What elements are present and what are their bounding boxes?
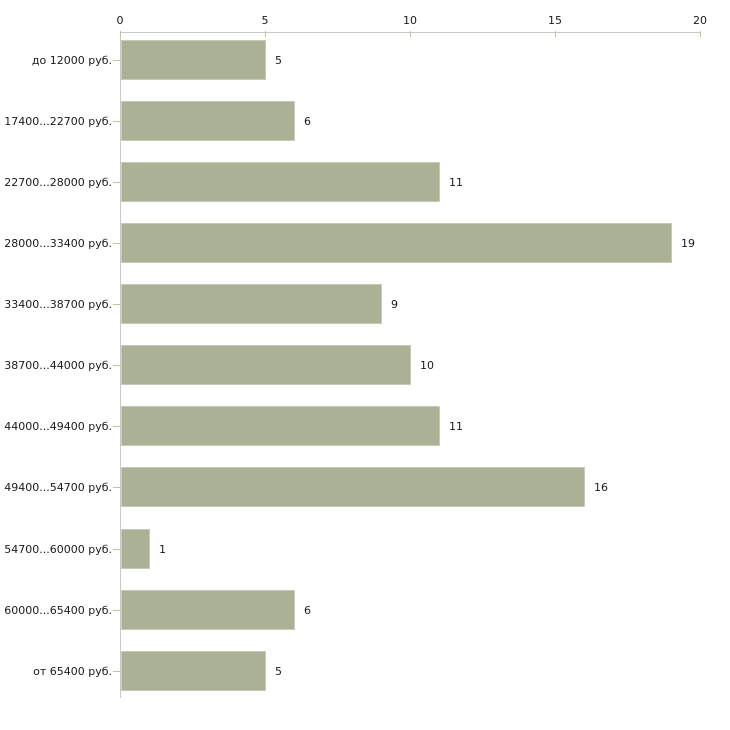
category-label: от 65400 руб. bbox=[33, 665, 112, 678]
category-tick-mark bbox=[113, 610, 120, 611]
value-label: 9 bbox=[391, 298, 398, 311]
bar bbox=[121, 162, 440, 202]
category-tick-mark bbox=[113, 60, 120, 61]
x-axis-tick-label: 20 bbox=[693, 14, 707, 27]
x-axis-tick-mark bbox=[555, 31, 556, 37]
category-tick-mark bbox=[113, 182, 120, 183]
x-axis-tick-label: 10 bbox=[403, 14, 417, 27]
value-label: 11 bbox=[449, 420, 463, 433]
category-label: 38700...44000 руб. bbox=[4, 359, 112, 372]
x-axis-tick-mark bbox=[265, 31, 266, 37]
x-axis-tick-label: 15 bbox=[548, 14, 562, 27]
category-tick-mark bbox=[113, 487, 120, 488]
value-label: 5 bbox=[275, 54, 282, 67]
bar bbox=[121, 406, 440, 446]
bar bbox=[121, 40, 266, 80]
bar bbox=[121, 101, 295, 141]
category-tick-mark bbox=[113, 304, 120, 305]
value-label: 16 bbox=[594, 481, 608, 494]
category-label: 44000...49400 руб. bbox=[4, 420, 112, 433]
value-label: 6 bbox=[304, 604, 311, 617]
y-axis-line bbox=[120, 32, 121, 698]
bar bbox=[121, 529, 150, 569]
x-axis-tick-mark bbox=[410, 31, 411, 37]
bar bbox=[121, 590, 295, 630]
bar bbox=[121, 345, 411, 385]
category-label: 17400...22700 руб. bbox=[4, 115, 112, 128]
category-label: 49400...54700 руб. bbox=[4, 481, 112, 494]
value-label: 5 bbox=[275, 665, 282, 678]
bar bbox=[121, 284, 382, 324]
category-tick-mark bbox=[113, 365, 120, 366]
x-axis-tick-mark bbox=[120, 31, 121, 37]
value-label: 11 bbox=[449, 176, 463, 189]
category-tick-mark bbox=[113, 549, 120, 550]
bar bbox=[121, 223, 672, 263]
category-label: до 12000 руб. bbox=[31, 54, 112, 67]
x-axis-tick-label: 0 bbox=[116, 14, 124, 27]
value-label: 10 bbox=[420, 359, 434, 372]
value-label: 1 bbox=[159, 543, 166, 556]
x-axis-tick-label: 5 bbox=[261, 14, 269, 27]
category-label: 60000...65400 руб. bbox=[4, 604, 112, 617]
bar bbox=[121, 651, 266, 691]
category-tick-mark bbox=[113, 121, 120, 122]
category-label: 22700...28000 руб. bbox=[4, 176, 112, 189]
category-label: 54700...60000 руб. bbox=[4, 543, 112, 556]
x-axis-tick-mark bbox=[700, 31, 701, 37]
category-tick-mark bbox=[113, 426, 120, 427]
category-tick-mark bbox=[113, 671, 120, 672]
value-label: 19 bbox=[681, 237, 695, 250]
category-label: 33400...38700 руб. bbox=[4, 298, 112, 311]
category-tick-mark bbox=[113, 243, 120, 244]
value-label: 6 bbox=[304, 115, 311, 128]
bar bbox=[121, 467, 585, 507]
category-label: 28000...33400 руб. bbox=[4, 237, 112, 250]
